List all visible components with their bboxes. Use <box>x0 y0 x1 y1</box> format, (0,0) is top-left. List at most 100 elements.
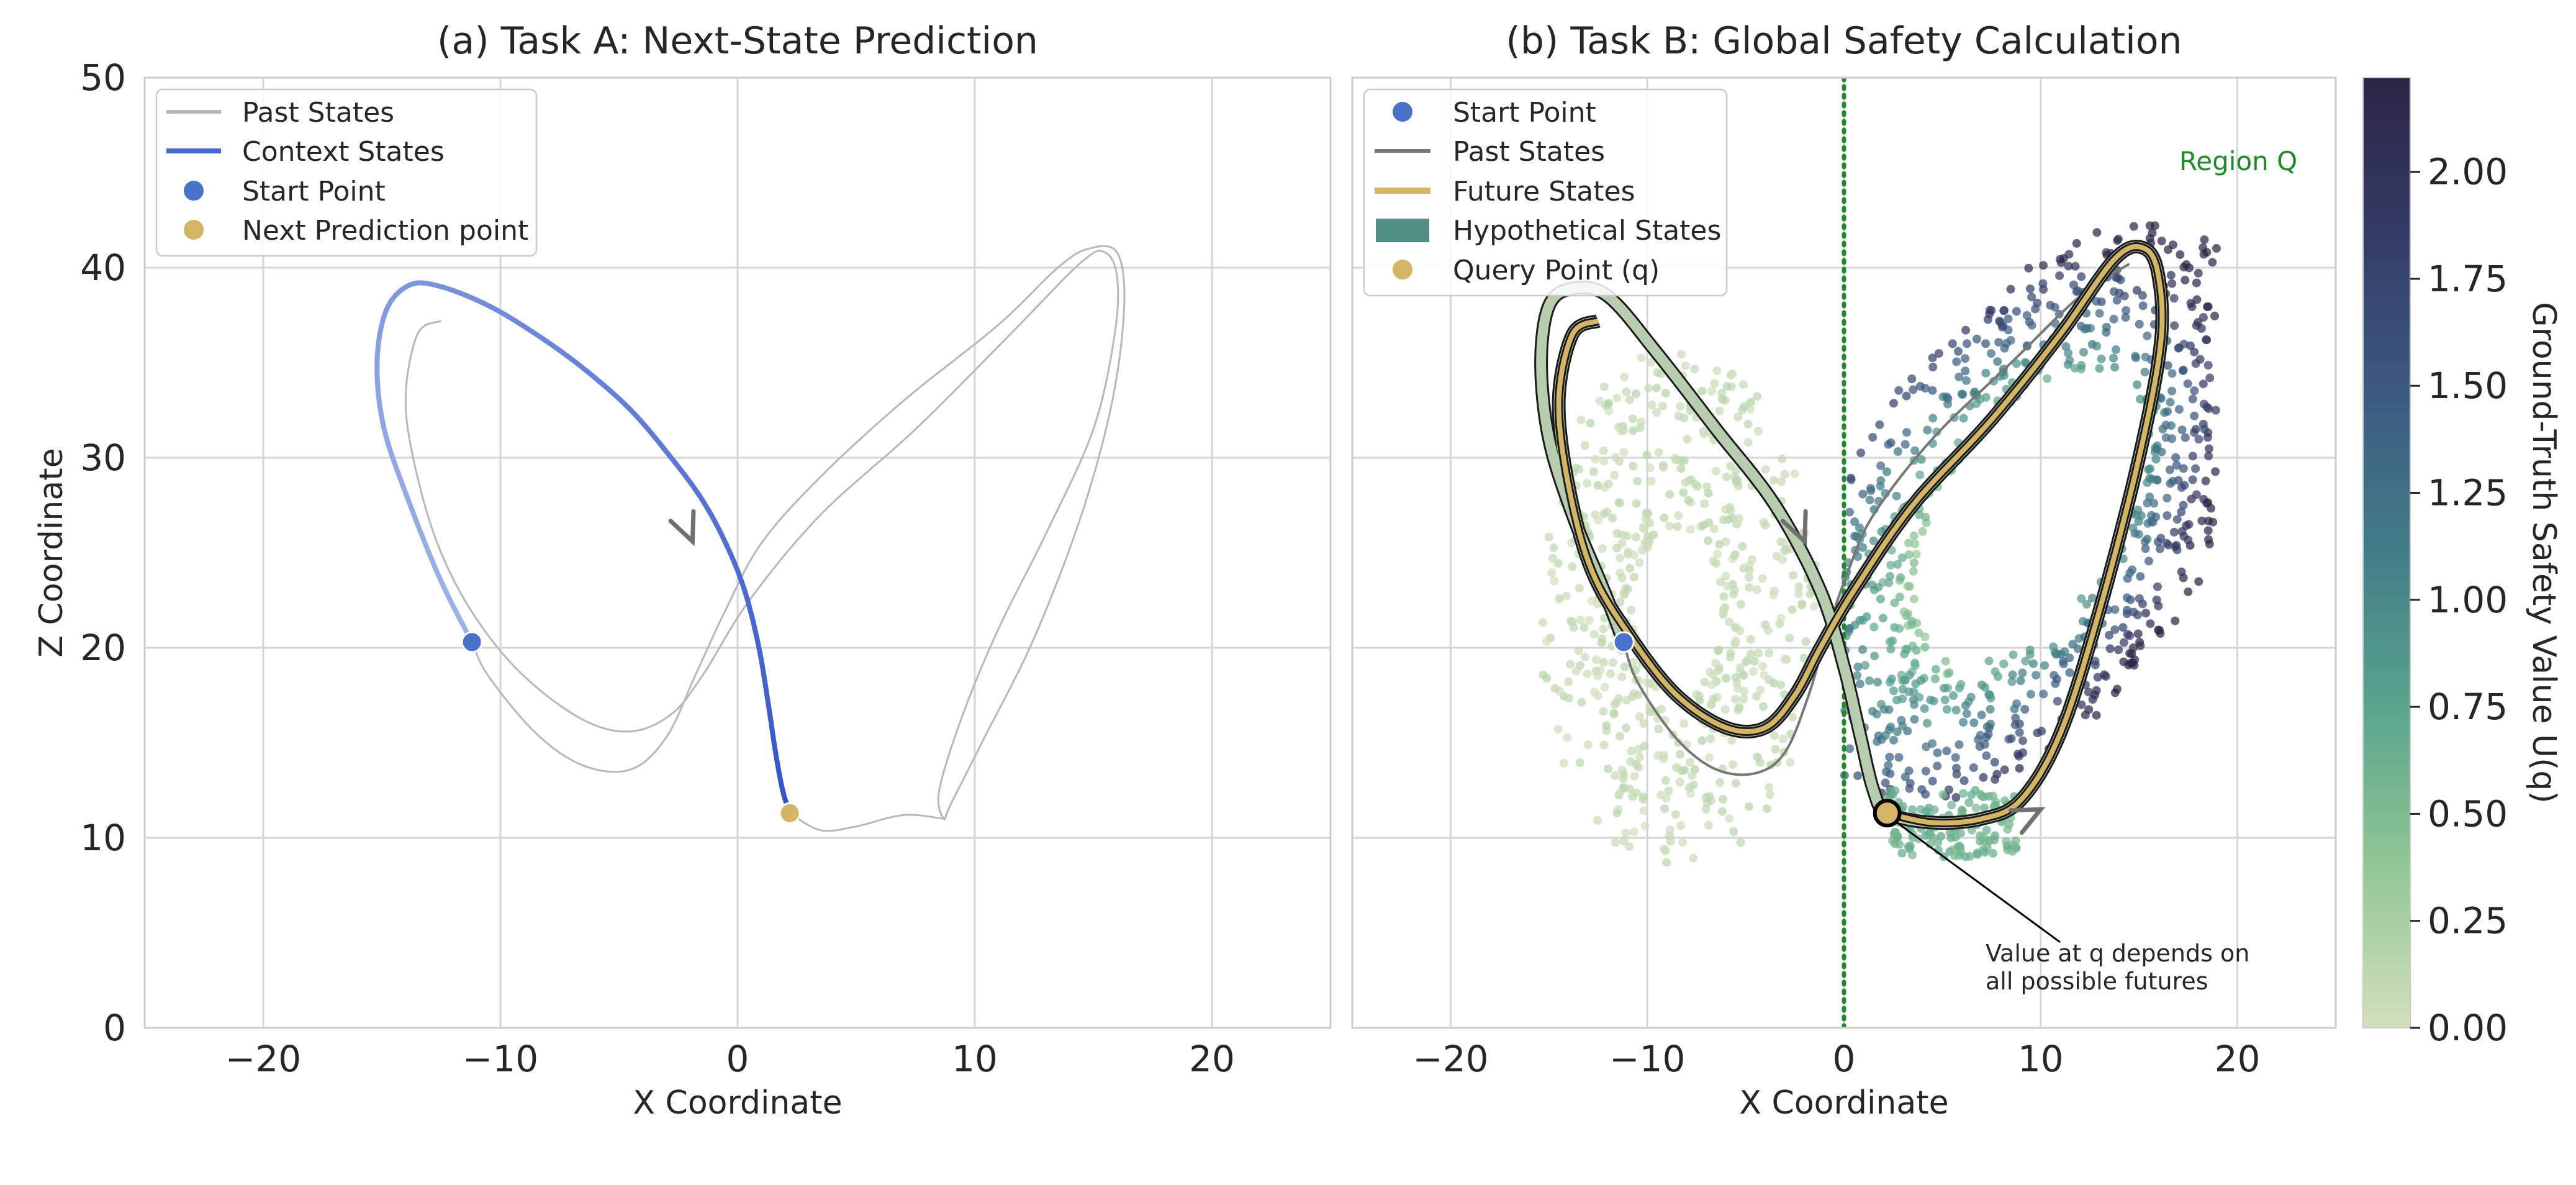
hypothetical-state-point <box>2153 582 2162 591</box>
hypothetical-state-point <box>2110 625 2120 634</box>
hypothetical-state-point <box>1724 515 1733 524</box>
hypothetical-state-point <box>2092 228 2102 237</box>
hypothetical-state-point <box>1640 821 1650 830</box>
hypothetical-state-point <box>1707 386 1716 396</box>
hypothetical-state-point <box>2200 235 2209 244</box>
hypothetical-state-point <box>1952 763 1961 773</box>
hypothetical-state-point <box>1752 585 1761 594</box>
hypothetical-state-point <box>2007 677 2017 686</box>
hypothetical-state-point <box>1971 803 1981 812</box>
hypothetical-state-point <box>2131 353 2141 362</box>
hypothetical-state-point <box>2003 825 2012 834</box>
hypothetical-state-point <box>1729 589 1738 599</box>
hypothetical-state-point <box>1962 376 1971 385</box>
legend-a-frame <box>155 88 538 257</box>
hypothetical-state-point <box>1780 655 1789 664</box>
hypothetical-state-point <box>2191 464 2200 473</box>
hypothetical-state-point <box>1733 705 1743 714</box>
hypothetical-state-point <box>1715 540 1724 549</box>
hypothetical-state-point <box>1686 525 1695 534</box>
hypothetical-state-point <box>2015 728 2024 737</box>
hypothetical-state-point <box>2135 638 2144 647</box>
hypothetical-state-point <box>1647 476 1656 486</box>
hypothetical-state-point <box>1568 617 1577 627</box>
hypothetical-state-point <box>1869 536 1878 545</box>
hypothetical-state-point <box>1620 372 1629 381</box>
hypothetical-state-point <box>1898 721 1907 730</box>
hypothetical-state-point <box>1612 809 1622 818</box>
hypothetical-state-point <box>1894 447 1902 456</box>
hypothetical-state-point <box>2188 475 2197 484</box>
hypothetical-state-point <box>2065 668 2074 677</box>
hypothetical-state-point <box>1599 658 1608 667</box>
hypothetical-state-point <box>1881 778 1890 788</box>
hypothetical-state-point <box>2161 433 2171 442</box>
hypothetical-state-point <box>1844 624 1853 633</box>
hypothetical-state-point <box>1858 489 1868 499</box>
hypothetical-state-point <box>2162 493 2172 502</box>
hypothetical-state-point <box>1754 427 1763 436</box>
hypothetical-state-point <box>2179 366 2187 375</box>
hypothetical-state-point <box>1951 793 1961 802</box>
hypothetical-state-point <box>1660 804 1670 814</box>
hypothetical-state-point <box>1740 402 1749 411</box>
hypothetical-state-point <box>1553 725 1563 734</box>
hypothetical-state-point <box>2202 499 2212 508</box>
hypothetical-state-point <box>2172 515 2182 524</box>
hypothetical-state-point <box>2063 360 2072 369</box>
annotation-line-2: all possible futures <box>1986 968 2208 995</box>
hypothetical-state-point <box>1621 724 1630 733</box>
hypothetical-state-point <box>1555 594 1564 603</box>
hypothetical-state-point <box>2179 464 2188 473</box>
legend-b-start-handle <box>1393 102 1412 122</box>
hypothetical-state-point <box>1713 549 1722 558</box>
hypothetical-state-point <box>2006 336 2015 345</box>
hypothetical-state-point <box>1886 645 1896 654</box>
hypothetical-state-point <box>1679 488 1688 497</box>
hypothetical-state-point <box>1963 339 1971 348</box>
hypothetical-state-point <box>1940 695 1950 704</box>
hypothetical-state-point <box>1611 838 1620 847</box>
legend-b-future-label: Future States <box>1453 176 1635 207</box>
hypothetical-state-point <box>2148 517 2158 527</box>
colorbar-tick-label: 0.00 <box>2428 1007 2508 1049</box>
hypothetical-state-point <box>1956 829 1965 838</box>
hypothetical-state-point <box>1909 695 1918 704</box>
colorbar-tick-label: 1.00 <box>2428 579 2508 621</box>
hypothetical-state-point <box>2168 476 2177 486</box>
hypothetical-state-point <box>1955 372 1964 381</box>
hypothetical-state-point <box>1725 617 1734 627</box>
hypothetical-state-point <box>1652 408 1661 417</box>
hypothetical-state-point <box>1876 594 1885 604</box>
hypothetical-state-point <box>1950 851 1959 860</box>
hypothetical-state-point <box>2133 611 2142 620</box>
hypothetical-state-point <box>1690 365 1699 374</box>
hypothetical-state-point <box>2119 638 2128 647</box>
hypothetical-state-point <box>1787 605 1797 614</box>
hypothetical-state-point <box>1922 742 1931 751</box>
hypothetical-state-point <box>1619 448 1629 457</box>
hypothetical-state-point <box>1917 455 1926 464</box>
hypothetical-state-point <box>1801 637 1810 646</box>
hypothetical-state-point <box>1900 772 1910 781</box>
hypothetical-state-point <box>2112 345 2120 354</box>
hypothetical-state-point <box>1692 689 1701 699</box>
hypothetical-state-point <box>2077 700 2086 709</box>
hypothetical-state-point <box>1719 794 1728 804</box>
query-point-marker <box>1873 799 1902 828</box>
hypothetical-state-point <box>2156 533 2166 543</box>
hypothetical-state-point <box>1889 735 1898 745</box>
hypothetical-state-point <box>2049 642 2058 652</box>
hypothetical-state-point <box>1649 530 1658 540</box>
hypothetical-state-point <box>1984 656 1994 666</box>
hypothetical-state-point <box>2002 837 2011 846</box>
colorbar-tick-label: 0.50 <box>2428 792 2508 835</box>
hypothetical-state-point <box>2012 307 2021 316</box>
hypothetical-state-point <box>1959 414 1968 423</box>
hypothetical-state-point <box>1629 689 1638 698</box>
hypothetical-state-point <box>2112 684 2122 694</box>
hypothetical-state-point <box>1914 628 1923 637</box>
hypothetical-state-point <box>2022 311 2031 320</box>
colorbar-tick-label: 2.00 <box>2428 151 2508 193</box>
hypothetical-state-point <box>1624 550 1633 559</box>
